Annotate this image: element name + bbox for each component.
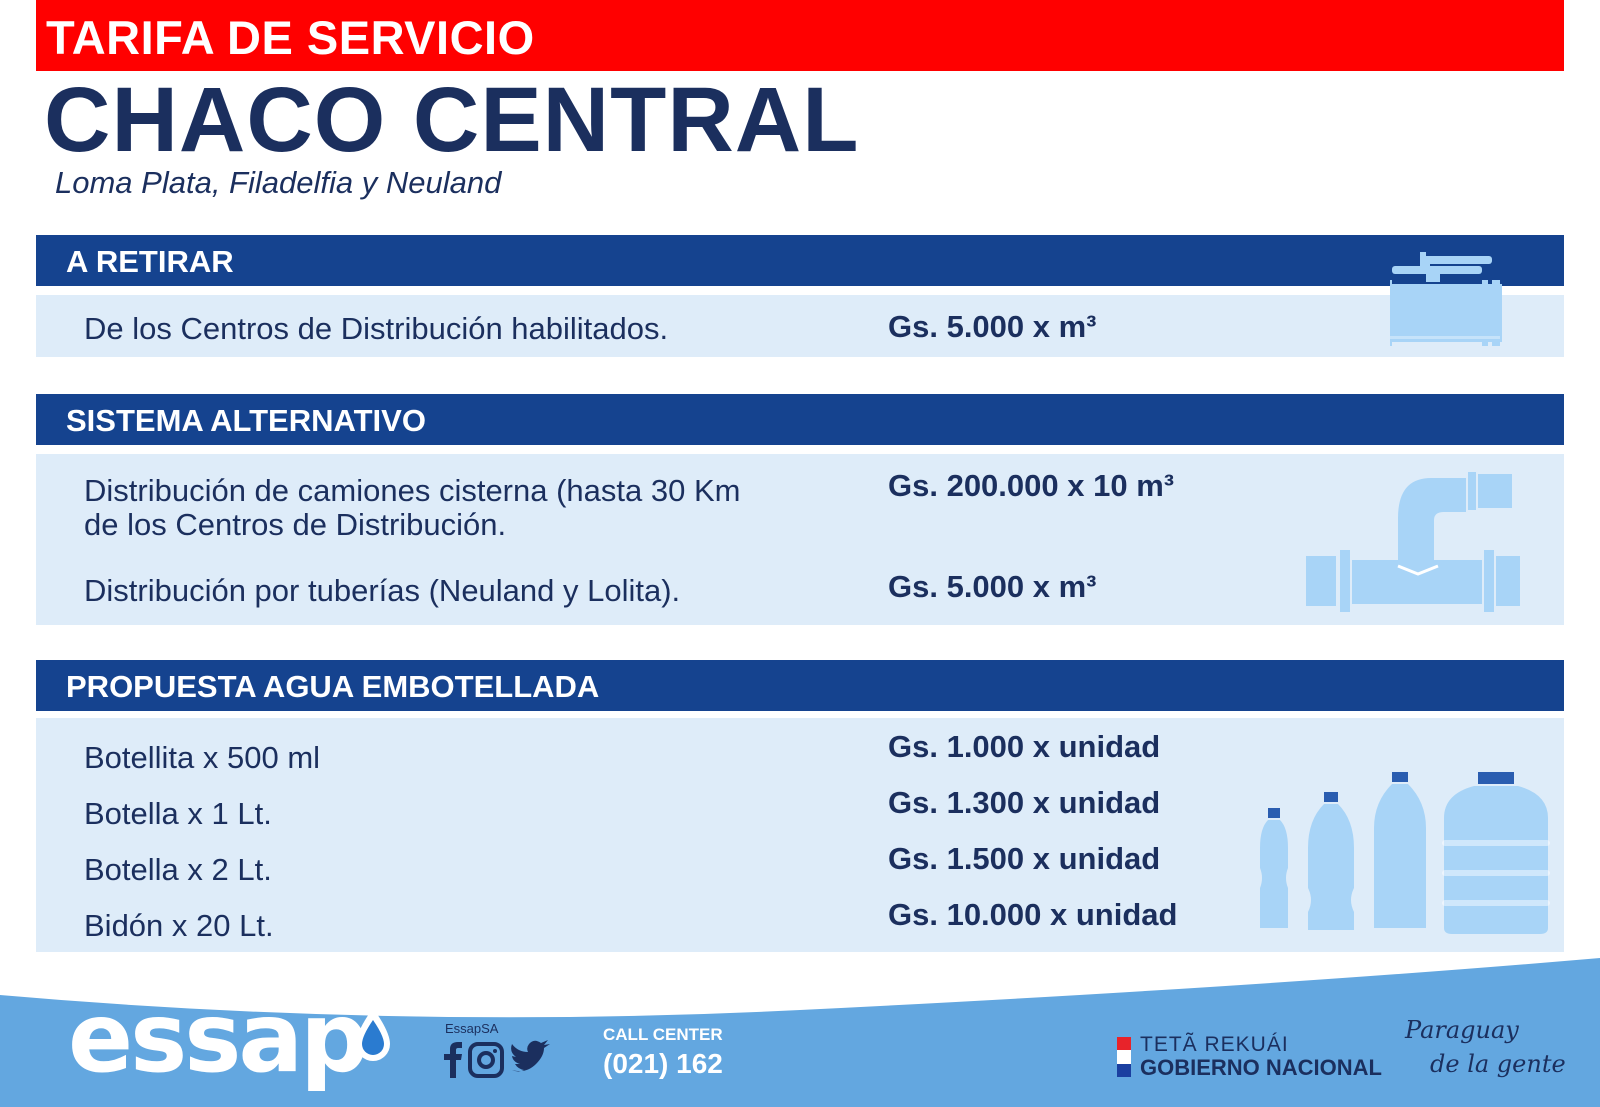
page-subtitle: Loma Plata, Filadelfia y Neuland	[55, 165, 502, 200]
section-header-alternativo: SISTEMA ALTERNATIVO	[36, 394, 1564, 445]
paraguay-flag-icon	[1117, 1037, 1131, 1077]
gov-line-2: GOBIERNO NACIONAL	[1140, 1055, 1382, 1080]
twitter-icon[interactable]	[511, 1040, 550, 1072]
social-icons	[440, 1040, 560, 1085]
row-label: Botella x 1 Lt.	[84, 796, 272, 831]
footer	[0, 950, 1600, 1107]
section-title: SISTEMA ALTERNATIVO	[66, 403, 426, 438]
section-header-embotellada: PROPUESTA AGUA EMBOTELLADA	[36, 660, 1564, 711]
pipe-fitting-icon	[1306, 472, 1520, 612]
water-drop-icon	[356, 1008, 390, 1061]
call-center-label: CALL CENTER	[603, 1025, 723, 1044]
row-price: Gs. 5.000 x m³	[888, 309, 1097, 344]
row-price: Gs. 1.300 x unidad	[888, 785, 1161, 820]
row-label-line1: Distribución de camiones cisterna (hasta…	[84, 473, 741, 508]
section-header-retirar: A RETIRAR	[36, 235, 1564, 286]
row-price: Gs. 200.000 x 10 m³	[888, 468, 1175, 503]
header-banner: TARIFA DE SERVICIO	[36, 0, 1564, 71]
essap-logo: essap	[68, 982, 369, 1094]
faucet-valve-icon	[1390, 252, 1502, 346]
section-title: PROPUESTA AGUA EMBOTELLADA	[66, 669, 600, 704]
facebook-icon[interactable]	[444, 1042, 462, 1078]
call-center-number[interactable]: (021) 162	[603, 1048, 723, 1079]
row-price: Gs. 1.000 x unidad	[888, 729, 1161, 764]
banner-title: TARIFA DE SERVICIO	[46, 11, 535, 64]
slogan-line-1: Paraguay	[1405, 1016, 1519, 1044]
row-price: Gs. 5.000 x m³	[888, 569, 1097, 604]
social-handle: EssapSA	[445, 1021, 499, 1036]
section-body-retirar	[36, 295, 1564, 357]
row-label: Distribución por tuberías (Neuland y Lol…	[84, 573, 681, 608]
row-label: Bidón x 20 Lt.	[84, 908, 274, 943]
row-price: Gs. 10.000 x unidad	[888, 897, 1178, 932]
row-label: Botella x 2 Lt.	[84, 852, 272, 887]
row-label-line2: de los Centros de Distribución.	[84, 507, 507, 542]
water-bottles-icon	[1260, 772, 1550, 934]
instagram-icon[interactable]	[468, 1042, 504, 1078]
row-label: Botellita x 500 ml	[84, 740, 321, 775]
footer-wave	[0, 958, 1600, 1107]
page-title: CHACO CENTRAL	[44, 69, 860, 171]
row-label: De los Centros de Distribución habilitad…	[84, 311, 669, 346]
gov-line-1: TETÃ REKUÁI	[1140, 1033, 1289, 1056]
section-title: A RETIRAR	[66, 244, 234, 279]
row-price: Gs. 1.500 x unidad	[888, 841, 1161, 876]
slogan-line-2: de la gente	[1430, 1050, 1566, 1078]
